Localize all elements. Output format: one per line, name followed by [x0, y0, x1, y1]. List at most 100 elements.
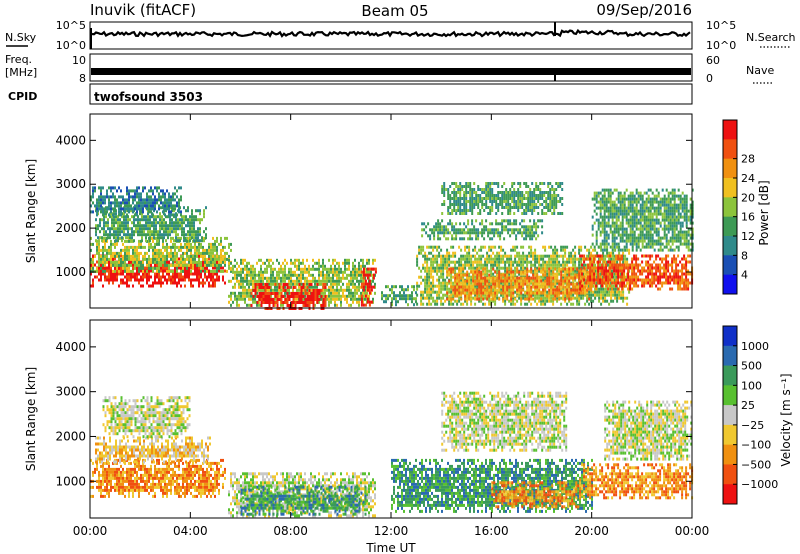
velocity-region: [604, 400, 693, 461]
velocity-colorbar-segment: [723, 464, 737, 485]
nsky-tick-bottom: 10^0: [56, 39, 86, 52]
power-colorbar-tick-label: 4: [741, 269, 748, 282]
velocity-region: [102, 396, 191, 439]
power-region: [579, 254, 694, 291]
power-colorbar-tick-label: 20: [741, 191, 755, 204]
freq-tick-top: 10: [72, 54, 86, 67]
date-title: 09/Sep/2016: [596, 1, 692, 19]
power-colorbar-tick-label: 24: [741, 172, 755, 185]
power-y-axis: 1000 2000 3000 4000: [55, 133, 692, 279]
velocity-colorbar-label: Velocity [m s⁻¹]: [779, 373, 793, 466]
velocity-colorbar-segment: [723, 365, 737, 386]
velocity-xtick-label: 00:00: [73, 524, 108, 538]
velocity-colorbar-segment: [723, 424, 737, 446]
power-colorbar-label: Power [dB]: [757, 180, 771, 245]
velocity-colorbar-tick-label: −1000: [741, 478, 778, 491]
velocity-xtick-label: 16:00: [474, 524, 509, 538]
power-heatmap: [90, 182, 694, 310]
freq-label-top: Freq.: [5, 53, 32, 66]
power-colorbar-segment: [723, 158, 737, 179]
velocity-region: [441, 391, 568, 452]
power-region: [90, 236, 232, 273]
velocity-x-axis: 00:00 04:00 08:00 12:00 16:00 20:00 00:00: [73, 320, 710, 538]
velocity-heatmap: [90, 391, 694, 518]
velocity-xtick-label: 12:00: [374, 524, 409, 538]
power-colorbar-segment: [723, 255, 737, 276]
freq-trace: [91, 68, 691, 75]
freq-tick-bottom: 8: [79, 72, 86, 85]
power-region: [381, 285, 417, 307]
freq-label-bottom: [MHz]: [5, 66, 37, 79]
power-ytick-label: 2000: [55, 221, 86, 235]
power-region: [441, 182, 564, 215]
velocity-colorbar-tick-label: −100: [741, 439, 771, 452]
x-axis-label: Time UT: [365, 541, 416, 554]
velocity-ytick-label: 3000: [55, 385, 86, 399]
velocity-region: [579, 463, 694, 500]
power-panel: 1000 2000 3000 4000 Slant Range [km] 4 8 12 16…: [24, 113, 771, 310]
power-region: [421, 219, 544, 241]
power-x-ticks: [89, 114, 693, 308]
velocity-colorbar-segment: [723, 326, 737, 347]
power-colorbar-frame: [722, 119, 738, 295]
beam-title: Beam 05: [361, 2, 428, 20]
velocity-xtick-label: 04:00: [173, 524, 208, 538]
freq-panel: Freq. [MHz] 10 8 60 0 Nave: [5, 53, 774, 85]
velocity-colorbar-segment: [723, 484, 737, 505]
power-region: [591, 188, 694, 252]
cpid-label: CPID: [8, 90, 37, 103]
power-colorbar-segment: [723, 216, 737, 237]
velocity-colorbar-tick-label: −500: [741, 458, 771, 471]
velocity-region: [240, 485, 367, 516]
power-colorbar-segment: [723, 197, 737, 218]
power-ytick-label: 1000: [55, 265, 86, 279]
nave-tick-bottom: 0: [706, 72, 713, 85]
velocity-xtick-label: 00:00: [675, 524, 710, 538]
velocity-xtick-label: 20:00: [574, 524, 609, 538]
velocity-colorbar-tick-label: −25: [741, 419, 764, 432]
nave-tick-top: 60: [706, 54, 720, 67]
nsky-panel: N.Sky 10^5 10^0 10^5 10^0 N.Search: [5, 19, 796, 52]
nsearch-tick-top: 10^5: [706, 19, 736, 32]
velocity-colorbar-tick-label: 500: [741, 360, 762, 373]
power-colorbar-segment: [723, 236, 737, 256]
power-region: [90, 186, 182, 217]
cpid-frame: [89, 83, 693, 105]
power-colorbar: 4 8 12 16 20 24 28: [722, 119, 755, 295]
power-colorbar-segment: [723, 120, 737, 140]
velocity-colorbar-segment: [723, 345, 737, 367]
velocity-xtick-label: 08:00: [273, 524, 308, 538]
freq-frame: [89, 53, 693, 82]
velocity-colorbar: 1000 500 100 25 −25 −100 −500 −1000: [722, 325, 778, 505]
velocity-ytick-label: 1000: [55, 474, 86, 488]
nsky-tick-top: 10^5: [56, 19, 86, 32]
velocity-colorbar-segment: [723, 405, 737, 426]
nave-label: Nave: [746, 64, 774, 77]
nsky-trace: [91, 28, 691, 38]
power-colorbar-tick-label: 16: [741, 211, 755, 224]
power-colorbar-tick-label: 8: [741, 249, 748, 262]
power-region: [446, 267, 593, 301]
power-colorbar-segment: [723, 178, 737, 198]
nsearch-tick-bottom: 10^0: [706, 39, 736, 52]
power-ytick-label: 3000: [55, 177, 86, 191]
station-title: Inuvik (fitACF): [90, 1, 196, 19]
power-colorbar-tick-label: 28: [741, 153, 755, 166]
velocity-ylabel: Slant Range [km]: [24, 367, 38, 471]
power-ytick-label: 4000: [55, 133, 86, 147]
cpid-panel: CPID twofsound 3503: [8, 83, 693, 105]
power-ylabel: Slant Range [km]: [24, 159, 38, 263]
power-region: [360, 267, 377, 307]
velocity-colorbar-segment: [723, 385, 737, 406]
velocity-colorbar-tick-label: 25: [741, 399, 755, 412]
velocity-region: [95, 436, 211, 464]
velocity-colorbar-tick-label: 100: [741, 379, 762, 392]
nsearch-label: N.Search: [746, 31, 796, 44]
velocity-colorbar-segment: [723, 444, 737, 465]
velocity-ytick-label: 2000: [55, 429, 86, 443]
velocity-region: [491, 481, 580, 509]
cpid-value: twofsound 3503: [94, 90, 203, 104]
nsky-label: N.Sky: [5, 31, 37, 44]
